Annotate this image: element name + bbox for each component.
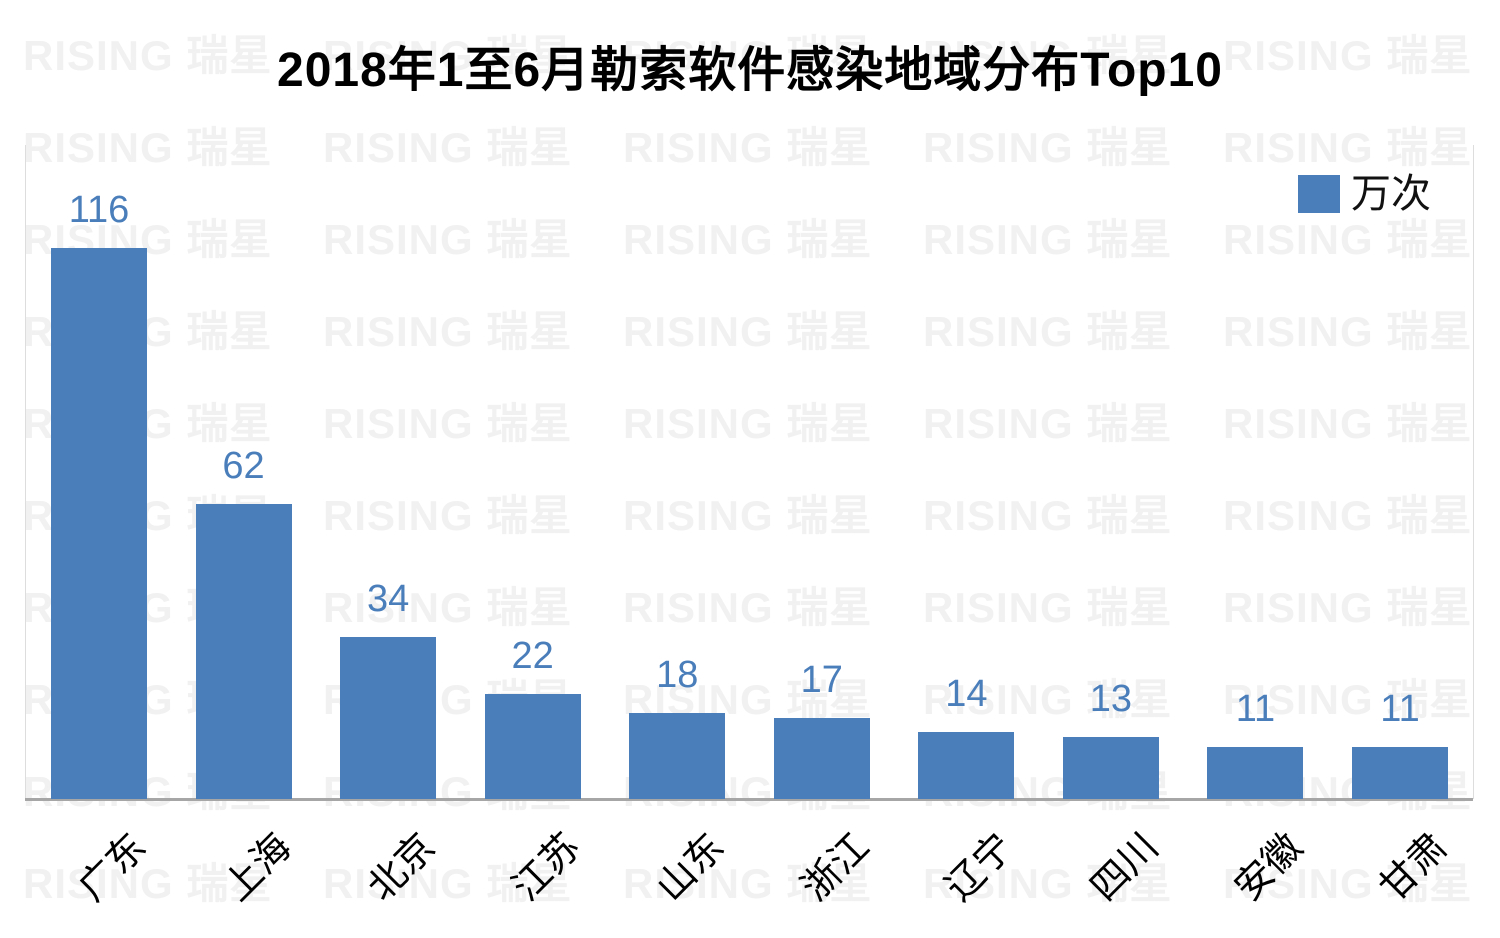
watermark-text: RISING 瑞星 <box>0 769 23 815</box>
watermark-text: RISING 瑞星 <box>0 125 23 171</box>
watermark-text: RISING 瑞星 <box>923 493 1173 539</box>
watermark-text: RISING 瑞星 <box>0 309 23 355</box>
x-axis-line <box>25 798 1473 801</box>
value-label: 62 <box>222 445 265 487</box>
plot-border-left <box>25 145 26 799</box>
watermark-text: RISING 瑞星 <box>923 125 1173 171</box>
watermark-text: RISING 瑞星 <box>0 677 23 723</box>
category-label: 安徽 <box>1227 825 1311 910</box>
watermark-text: RISING 瑞星 <box>0 401 23 447</box>
value-label: 22 <box>511 635 554 677</box>
watermark-text: RISING 瑞星 <box>923 585 1173 631</box>
watermark-text: RISING 瑞星 <box>623 493 873 539</box>
plot-border-right <box>1473 145 1474 799</box>
watermark-text: RISING 瑞星 <box>23 125 273 171</box>
legend-color-swatch <box>1298 175 1340 213</box>
watermark-text: RISING 瑞星 <box>1223 585 1473 631</box>
category-label: 广东 <box>71 825 155 910</box>
watermark-text: RISING 瑞星 <box>923 401 1173 447</box>
watermark-row: RISING 瑞星 RISING 瑞星 RISING 瑞星 RISING 瑞星 RISI… <box>0 309 1500 355</box>
category-label: 辽宁 <box>938 825 1022 910</box>
watermark-text: RISING 瑞星 <box>623 217 873 263</box>
bar-上海 <box>195 504 292 799</box>
bar-浙江 <box>773 718 870 799</box>
watermark-text: RISING 瑞星 <box>623 585 873 631</box>
bar-辽宁 <box>918 732 1015 799</box>
watermark-text: RISING 瑞星 <box>323 401 573 447</box>
watermark-text: RISING 瑞星 <box>323 493 573 539</box>
value-label: 11 <box>1235 688 1276 730</box>
watermark-text: RISING 瑞星 <box>623 125 873 171</box>
watermark-text: RISING 瑞星 <box>1223 493 1473 539</box>
bar-江苏 <box>484 694 581 799</box>
watermark-text: RISING 瑞星 <box>323 125 573 171</box>
watermark-text: RISING 瑞星 <box>0 585 23 631</box>
value-label: 11 <box>1380 688 1420 730</box>
watermark-text: RISING 瑞星 <box>0 861 23 907</box>
chart-title: 2018年1至6月勒索软件感染地域分布Top10 <box>277 44 1223 97</box>
watermark-text: RISING 瑞星 <box>1223 401 1473 447</box>
legend: 万次 <box>1298 173 1431 215</box>
watermark-text: RISING 瑞星 <box>923 217 1173 263</box>
watermark-text: RISING 瑞星 <box>1223 217 1473 263</box>
value-label: 18 <box>656 654 699 696</box>
watermark-row: RISING 瑞星 RISING 瑞星 RISING 瑞星 RISING 瑞星 RISI… <box>0 401 1500 447</box>
watermark-text: RISING 瑞星 <box>1223 309 1473 355</box>
bar-四川 <box>1062 737 1159 799</box>
bar-广东 <box>51 248 147 799</box>
category-label: 甘肃 <box>1372 825 1456 910</box>
watermark-text: RISING 瑞星 <box>0 493 23 539</box>
category-label: 浙江 <box>793 825 878 910</box>
bar-甘肃 <box>1352 747 1449 799</box>
watermark-row: RISING 瑞星 RISING 瑞星 RISING 瑞星 RISING 瑞星 RISI… <box>0 217 1500 263</box>
value-label: 13 <box>1089 678 1133 720</box>
legend-label: 万次 <box>1351 172 1431 216</box>
watermark-text: RISING 瑞星 <box>323 217 573 263</box>
value-label: 14 <box>945 673 988 715</box>
bar-北京 <box>340 637 437 799</box>
watermark-text: RISING 瑞星 <box>323 309 573 355</box>
value-label: 34 <box>366 578 410 620</box>
category-label: 北京 <box>360 825 444 910</box>
value-label: 116 <box>68 189 130 231</box>
watermark-row: RISING 瑞星 RISING 瑞星 RISING 瑞星 RISING 瑞星 RISI… <box>0 125 1500 171</box>
category-label: 上海 <box>215 825 300 910</box>
bar-山东 <box>629 713 726 799</box>
watermark-text: RISING 瑞星 <box>623 309 873 355</box>
category-label: 四川 <box>1082 825 1167 910</box>
watermark-text: RISING 瑞星 <box>923 309 1173 355</box>
value-label: 17 <box>800 659 843 701</box>
bar-安徽 <box>1207 747 1304 799</box>
watermark-text: RISING 瑞星 <box>623 401 873 447</box>
watermark-text: RISING 瑞星 <box>1223 125 1473 171</box>
category-label: 山东 <box>649 825 733 910</box>
category-label: 江苏 <box>504 825 589 910</box>
